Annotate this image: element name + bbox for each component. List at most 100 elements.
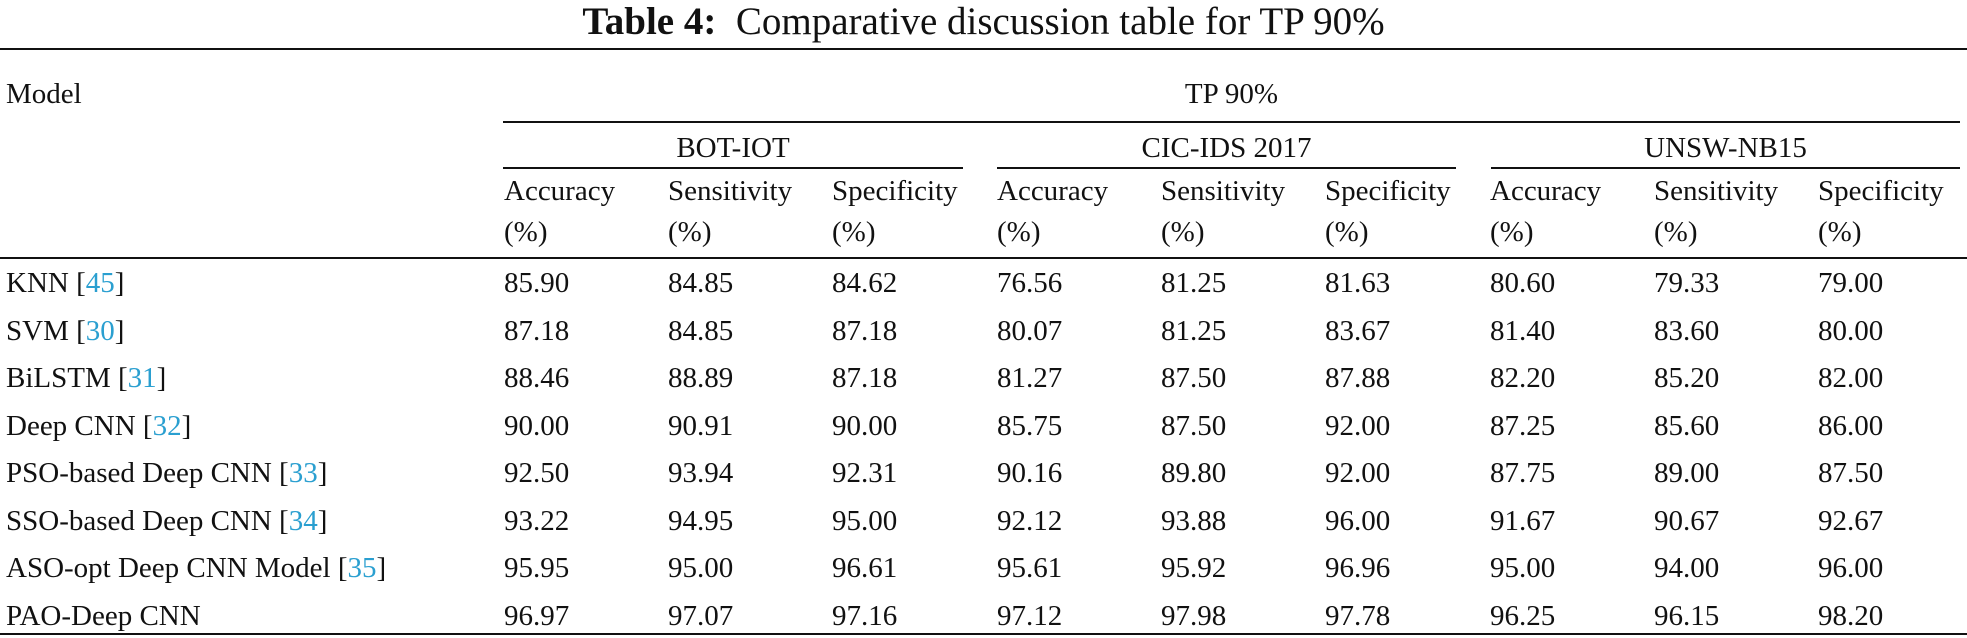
dataset-header: CIC-IDS 2017 — [1141, 132, 1312, 164]
metric-header-unit: (%) — [1818, 216, 1862, 248]
value-cell: 90.00 — [832, 410, 898, 442]
value-cell: 79.33 — [1654, 267, 1720, 299]
metric-header-unit: (%) — [668, 216, 712, 248]
reference-link[interactable]: 35 — [347, 552, 377, 584]
metric-header-name: Specificity — [1818, 175, 1944, 207]
value-cell: 95.92 — [1161, 552, 1227, 584]
value-cell: 97.12 — [997, 600, 1063, 632]
dataset-header: UNSW-NB15 — [1644, 132, 1807, 164]
value-cell: 94.00 — [1654, 552, 1720, 584]
model-name-cell: Deep CNN [32] — [6, 410, 191, 442]
value-cell: 92.67 — [1818, 505, 1884, 537]
value-cell: 82.20 — [1490, 362, 1556, 394]
metric-header-name: Sensitivity — [668, 175, 793, 207]
value-cell: 85.60 — [1654, 410, 1720, 442]
value-cell: 84.85 — [668, 267, 734, 299]
reference-bracket: ] — [317, 457, 328, 489]
metric-header-unit: (%) — [504, 216, 548, 248]
value-cell: 90.91 — [668, 410, 734, 442]
value-cell: 96.25 — [1490, 600, 1556, 632]
model-name-cell: SVM [30] — [6, 315, 124, 347]
value-cell: 96.00 — [1818, 552, 1884, 584]
caption-label: Table 4: — [582, 0, 717, 43]
table-caption: Table 4: Comparative discussion table fo… — [0, 0, 1967, 44]
metric-header-name: Accuracy — [504, 175, 616, 207]
value-cell: 87.50 — [1818, 457, 1884, 489]
dataset-header: BOT-IOT — [676, 132, 790, 164]
value-cell: 94.95 — [668, 505, 734, 537]
model-name: SVM [ — [6, 315, 86, 347]
model-name: KNN [ — [6, 267, 86, 299]
value-cell: 82.00 — [1818, 362, 1884, 394]
value-cell: 80.60 — [1490, 267, 1556, 299]
dataset-header-rule-1 — [503, 167, 963, 169]
value-cell: 93.88 — [1161, 505, 1227, 537]
metric-header-unit: (%) — [1654, 216, 1698, 248]
value-cell: 81.25 — [1161, 315, 1227, 347]
model-name: BiLSTM [ — [6, 362, 128, 394]
value-cell: 81.63 — [1325, 267, 1391, 299]
reference-bracket: ] — [114, 267, 125, 299]
value-cell: 96.96 — [1325, 552, 1391, 584]
value-cell: 92.00 — [1325, 410, 1391, 442]
value-cell: 96.00 — [1325, 505, 1391, 537]
metric-header-unit: (%) — [997, 216, 1041, 248]
value-cell: 87.18 — [504, 315, 570, 347]
model-name: PAO-Deep CNN — [6, 600, 201, 632]
value-cell: 92.12 — [997, 505, 1063, 537]
value-cell: 84.85 — [668, 315, 734, 347]
value-cell: 83.67 — [1325, 315, 1391, 347]
value-cell: 90.67 — [1654, 505, 1720, 537]
value-cell: 90.00 — [504, 410, 570, 442]
value-cell: 80.00 — [1818, 315, 1884, 347]
value-cell: 97.98 — [1161, 600, 1227, 632]
value-cell: 91.67 — [1490, 505, 1556, 537]
reference-bracket: ] — [317, 505, 328, 537]
value-cell: 92.50 — [504, 457, 570, 489]
value-cell: 76.56 — [997, 267, 1063, 299]
metric-header-unit: (%) — [1325, 216, 1369, 248]
model-name-cell: ASO-opt Deep CNN Model [35] — [6, 552, 386, 584]
value-cell: 80.07 — [997, 315, 1063, 347]
value-cell: 96.61 — [832, 552, 898, 584]
model-name: Deep CNN [ — [6, 410, 153, 442]
metric-header-name: Accuracy — [997, 175, 1109, 207]
tp-group-header: TP 90% — [1184, 78, 1279, 110]
value-cell: 92.31 — [832, 457, 898, 489]
value-cell: 95.00 — [668, 552, 734, 584]
value-cell: 87.25 — [1490, 410, 1556, 442]
model-name-cell: PSO-based Deep CNN [33] — [6, 457, 327, 489]
value-cell: 85.20 — [1654, 362, 1720, 394]
reference-link[interactable]: 31 — [127, 362, 157, 394]
value-cell: 95.00 — [1490, 552, 1556, 584]
value-cell: 87.75 — [1490, 457, 1556, 489]
model-name: SSO-based Deep CNN [ — [6, 505, 289, 537]
table-top-rule — [0, 48, 1967, 50]
value-cell: 87.88 — [1325, 362, 1391, 394]
value-cell: 98.20 — [1818, 600, 1884, 632]
value-cell: 89.00 — [1654, 457, 1720, 489]
metric-header-name: Specificity — [832, 175, 958, 207]
value-cell: 83.60 — [1654, 315, 1720, 347]
value-cell: 97.16 — [832, 600, 898, 632]
value-cell: 97.78 — [1325, 600, 1391, 632]
metric-header-name: Sensitivity — [1161, 175, 1286, 207]
metric-header-unit: (%) — [1490, 216, 1534, 248]
model-column-header: Model — [6, 78, 82, 110]
reference-link[interactable]: 45 — [85, 267, 115, 299]
value-cell: 95.61 — [997, 552, 1063, 584]
reference-link[interactable]: 30 — [85, 315, 115, 347]
reference-link[interactable]: 33 — [288, 457, 318, 489]
metric-header-name: Sensitivity — [1654, 175, 1779, 207]
group-header-rule — [503, 121, 1960, 123]
reference-link[interactable]: 34 — [288, 505, 318, 537]
value-cell: 87.50 — [1161, 362, 1227, 394]
reference-link[interactable]: 32 — [152, 410, 182, 442]
value-cell: 88.89 — [668, 362, 734, 394]
value-cell: 90.16 — [997, 457, 1063, 489]
value-cell: 96.15 — [1654, 600, 1720, 632]
value-cell: 95.95 — [504, 552, 570, 584]
value-cell: 87.18 — [832, 315, 898, 347]
value-cell: 87.18 — [832, 362, 898, 394]
value-cell: 88.46 — [504, 362, 570, 394]
